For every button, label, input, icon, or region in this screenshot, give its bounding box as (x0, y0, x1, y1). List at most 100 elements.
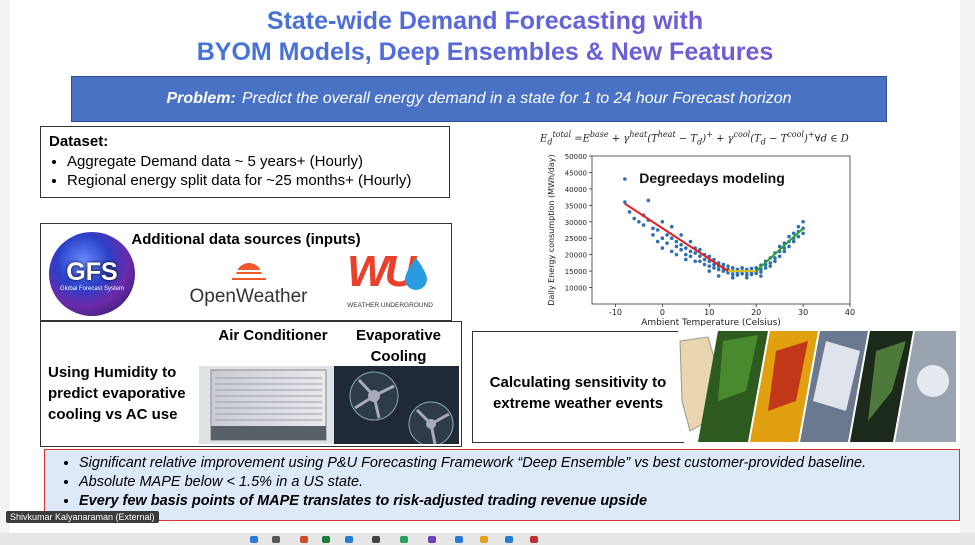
sun-icon (232, 263, 266, 280)
data-point (698, 254, 702, 259)
x-tick-label: 0 (660, 308, 665, 317)
data-point (669, 249, 674, 254)
data-point (669, 224, 674, 229)
y-tick-label: 50000 (565, 153, 587, 161)
data-point (674, 239, 679, 244)
fit-line (624, 202, 729, 272)
data-point (665, 241, 669, 245)
data-point (684, 257, 688, 262)
data-point (740, 271, 744, 276)
y-tick-label: 45000 (565, 169, 587, 177)
satellite-imagery-strips (678, 331, 956, 442)
data-point (684, 252, 688, 257)
data-point (679, 243, 683, 247)
data-point (726, 264, 730, 268)
data-point (665, 233, 669, 237)
slide-title: State-wide Demand Forecasting with BYOM … (10, 6, 960, 68)
taskbar-app-icon[interactable] (300, 536, 308, 543)
window-right-edge (960, 0, 975, 533)
taskbar-app-icon[interactable] (322, 536, 330, 543)
problem-banner: Problem: Predict the overall energy dema… (71, 76, 887, 122)
taskbar-app-icon[interactable] (455, 536, 463, 543)
data-point (655, 228, 660, 232)
gfs-logo-text: GFS (66, 258, 118, 286)
data-point (801, 231, 805, 236)
data-sources-box: Additional data sources (inputs) GFS Glo… (40, 223, 452, 321)
data-point (693, 259, 697, 264)
title-line-2: BYOM Models, Deep Ensembles & New Featur… (10, 37, 960, 68)
x-axis-label: Ambient Temperature (Celsius) (641, 318, 781, 326)
data-point (763, 266, 768, 270)
data-point (740, 266, 744, 270)
list-item: Aggregate Demand data ~ 5 years+ (Hourly… (67, 153, 441, 170)
data-point (745, 272, 749, 277)
y-tick-label: 30000 (565, 219, 587, 227)
taskbar-app-icon[interactable] (505, 536, 513, 543)
data-point (688, 249, 693, 254)
data-point (754, 266, 758, 270)
evaporative-cooling-label: Evaporative Cooling (355, 327, 442, 365)
summary-box: Significant relative improvement using P… (44, 449, 960, 521)
problem-text: Predict the overall energy demand in a s… (241, 90, 792, 107)
data-point (660, 219, 665, 224)
data-point (796, 224, 801, 229)
data-point (773, 256, 777, 260)
data-point (791, 231, 796, 236)
summary-list: Significant relative improvement using P… (45, 455, 959, 509)
taskbar-app-icon[interactable] (400, 536, 408, 543)
data-point (754, 271, 758, 276)
list-item: Absolute MAPE below < 1.5% in a US state… (79, 474, 959, 490)
list-item: Significant relative improvement using P… (79, 455, 959, 471)
y-axis-label: Daily Energy consumption (MWh/day) (547, 154, 556, 305)
dataset-box: Dataset: Aggregate Demand data ~ 5 years… (40, 126, 450, 198)
data-point (651, 226, 655, 231)
data-sources-heading: Additional data sources (inputs) (131, 231, 361, 248)
openweather-logo: OpenWeather (181, 256, 316, 311)
taskbar-app-icon[interactable] (250, 536, 258, 543)
data-point (791, 239, 796, 244)
data-point (768, 264, 773, 268)
data-point (730, 266, 735, 270)
taskbar-app-icon[interactable] (372, 536, 380, 543)
problem-label: Problem: (166, 90, 236, 107)
taskbar-app-icon[interactable] (480, 536, 488, 543)
data-point (669, 236, 674, 241)
y-tick-label: 35000 (565, 202, 587, 210)
data-point (660, 246, 665, 250)
taskbar-app-icon[interactable] (428, 536, 436, 543)
taskbar-app-icon[interactable] (530, 536, 538, 543)
fit-line (755, 227, 804, 272)
sensitivity-box: Calculating sensitivity to extreme weath… (472, 331, 684, 443)
list-item: Every few basis points of MAPE translate… (79, 493, 959, 509)
gfs-logo-subtext: Global Forecast System (59, 286, 125, 292)
data-point (632, 216, 637, 221)
data-point (698, 247, 702, 252)
data-point (688, 239, 693, 244)
wu-mark: WU (347, 247, 416, 296)
taskbar (0, 533, 975, 545)
y-tick-label: 15000 (565, 268, 587, 276)
taskbar-app-icon[interactable] (345, 536, 353, 543)
data-point (707, 264, 712, 268)
data-point (688, 254, 693, 259)
data-point (782, 249, 787, 254)
data-point (702, 262, 707, 267)
taskbar-app-icon[interactable] (272, 536, 280, 543)
x-tick-label: -10 (609, 308, 622, 317)
y-tick-label: 20000 (565, 252, 587, 260)
data-point (627, 210, 632, 214)
data-point (646, 198, 651, 203)
data-point (773, 259, 777, 264)
sensitivity-label: Calculating sensitivity to extreme weath… (489, 374, 667, 412)
data-point (679, 247, 683, 252)
data-point (684, 246, 688, 250)
x-tick-label: 40 (845, 308, 855, 317)
data-point (787, 244, 791, 249)
data-point (716, 274, 721, 278)
data-point (721, 262, 726, 267)
data-point (716, 267, 721, 272)
data-point (730, 272, 735, 277)
data-point (787, 234, 791, 239)
data-point (674, 252, 679, 257)
chart-title: Degreedays modeling (639, 170, 785, 186)
